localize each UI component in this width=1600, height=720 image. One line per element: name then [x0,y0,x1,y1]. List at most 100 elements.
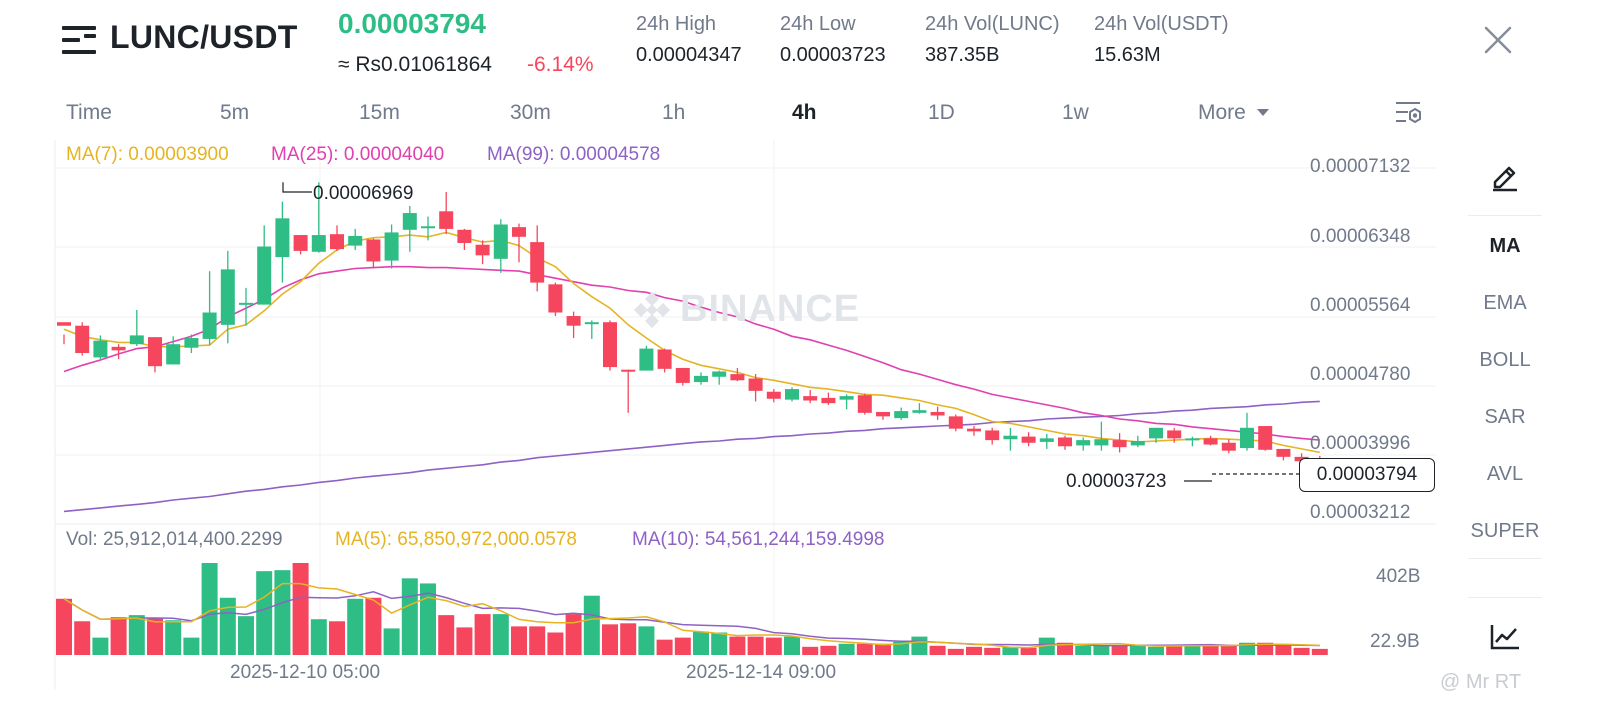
trading-pair[interactable]: LUNC/USDT [110,19,298,55]
volume-bar [110,617,127,655]
candle-body [548,284,563,313]
volume-bar [492,614,509,655]
volume-bar [183,637,200,655]
candle-body [821,397,836,404]
candle-body [1130,441,1145,446]
candle-body [330,234,344,250]
ma7-legend: MA(7): 0.00003900 [66,144,229,165]
candle-body [457,229,472,243]
volume-bar [966,646,982,655]
current-price-tag[interactable]: 0.00003794 [1299,458,1435,492]
last-price: 0.00003794 [338,8,486,39]
tab-time[interactable]: Time [66,101,112,124]
stat-vol-usdt-label: 24h Vol(USDT) [1094,13,1229,35]
tab-1w[interactable]: 1w [1062,101,1089,124]
candle-body [930,411,945,416]
price-change: -6.14% [527,53,594,76]
volume-bar [620,623,637,655]
candle-body [566,316,581,326]
tool-ma[interactable]: MA [1489,235,1521,257]
volume-bar [947,648,964,655]
volume-bar [820,645,837,655]
volume-bar [565,614,582,655]
ma99-line [63,400,1320,513]
ma7-line [63,231,1320,454]
volume-bar [92,637,109,655]
volume-bar [602,624,618,655]
candle-body [1058,437,1072,447]
tool-sar[interactable]: SAR [1484,406,1526,428]
low-marker-label: 0.00003723 [1066,471,1167,492]
volume-bar [784,636,800,655]
tab-30m[interactable]: 30m [510,101,551,124]
volume-bar [893,641,910,655]
candle-body [1094,439,1109,446]
volume-bar [1093,645,1110,655]
candle-body [184,338,199,348]
volume-tick: 402B [1376,566,1421,587]
candle-body [785,389,799,400]
candle-body [348,235,363,246]
candle-body [1003,435,1018,440]
candle-body [694,375,708,383]
volume-bar [875,643,891,655]
tool-ema[interactable]: EMA [1483,292,1527,314]
stat-24h-low-label: 24h Low [780,13,856,35]
volume-bar [856,643,873,655]
candle-body [748,378,763,391]
candle-body [530,242,545,283]
tab-1h[interactable]: 1h [662,101,686,124]
ma25-legend: MA(25): 0.00004040 [271,144,445,165]
volume-bar [128,615,145,655]
candle-body [512,227,526,237]
ma7-path [63,231,1320,454]
caret-down-icon [1256,109,1269,117]
candle-body [967,428,981,432]
candle-body [257,246,272,305]
volume-bar [1129,645,1146,655]
volume-bar [638,626,655,655]
draw-pencil-icon[interactable] [1489,160,1521,192]
chart-settings-icon[interactable] [1394,99,1424,127]
volume-bar [165,620,182,655]
close-icon[interactable] [1482,24,1514,56]
ma25-path [63,265,1320,441]
volume-bar [56,598,72,655]
high-marker-label: 0.00006969 [313,183,414,204]
price-tick: 0.00003212 [1310,502,1411,523]
tab-15m[interactable]: 15m [359,101,400,124]
volume-bar [1166,645,1183,655]
ma99-path [63,400,1320,513]
stat-vol-usdt-value: 15.63M [1094,44,1161,66]
candle-body [366,239,381,262]
candle-body [766,391,781,399]
tool-super[interactable]: SUPER [1470,520,1540,542]
tool-avl[interactable]: AVL [1486,463,1524,485]
vol-ma5-path [63,582,1320,649]
volume-bar [1275,644,1292,655]
candle-body [57,322,71,326]
volume-bar [310,619,327,655]
candle-body [239,302,253,305]
candle-body [603,322,617,368]
volume-bar [711,632,728,655]
tab-4h[interactable]: 4h [792,101,817,124]
toolbar-divider [1468,597,1542,598]
volume-bar [911,636,928,655]
menu-icon[interactable] [62,26,96,54]
chart-line-icon[interactable] [1489,623,1521,651]
volume-bar [1111,645,1128,655]
candle-body [730,374,745,381]
tab-5m[interactable]: 5m [220,101,250,124]
tab-more[interactable]: More [1198,101,1270,125]
volume-bar [347,598,364,655]
vol-ma5-legend: MA(5): 65,850,972,000.0578 [335,529,577,550]
candles [57,182,1327,464]
tool-boll[interactable]: BOLL [1479,349,1531,371]
volume-tick: 22.9B [1370,631,1420,652]
tab-1d[interactable]: 1D [928,101,955,124]
volume-bar [1220,645,1237,655]
candle-body [839,396,854,400]
candle-body [148,337,162,367]
